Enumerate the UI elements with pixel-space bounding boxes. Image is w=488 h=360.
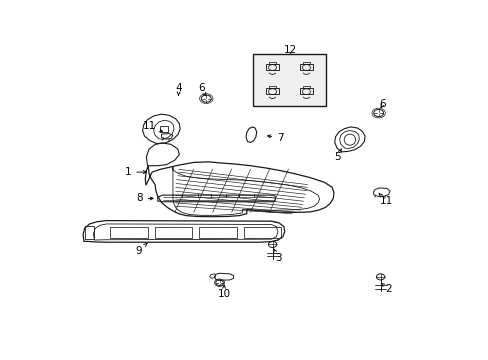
Bar	[303, 62, 309, 64]
Bar	[155, 227, 192, 238]
Bar	[265, 88, 279, 94]
Text: 4: 4	[175, 82, 182, 95]
Bar	[244, 227, 280, 238]
Bar	[110, 227, 147, 238]
Text: 6: 6	[198, 82, 205, 96]
Text: 2: 2	[381, 284, 391, 293]
Text: 3: 3	[273, 249, 281, 263]
Bar	[265, 64, 279, 70]
Text: 5: 5	[333, 149, 341, 162]
Text: 9: 9	[135, 243, 147, 256]
Bar	[299, 88, 313, 94]
Bar	[199, 227, 236, 238]
Bar	[299, 64, 313, 70]
Text: 8: 8	[136, 193, 153, 203]
Text: 12: 12	[283, 45, 296, 55]
Bar	[252, 54, 326, 105]
Bar	[303, 86, 309, 88]
Text: 11: 11	[378, 193, 392, 206]
Text: 6: 6	[379, 99, 386, 109]
Text: 1: 1	[124, 167, 146, 177]
Bar	[269, 86, 275, 88]
Bar	[269, 62, 275, 64]
Text: 11: 11	[142, 121, 162, 132]
Text: 7: 7	[267, 133, 283, 143]
Text: 10: 10	[217, 285, 230, 299]
